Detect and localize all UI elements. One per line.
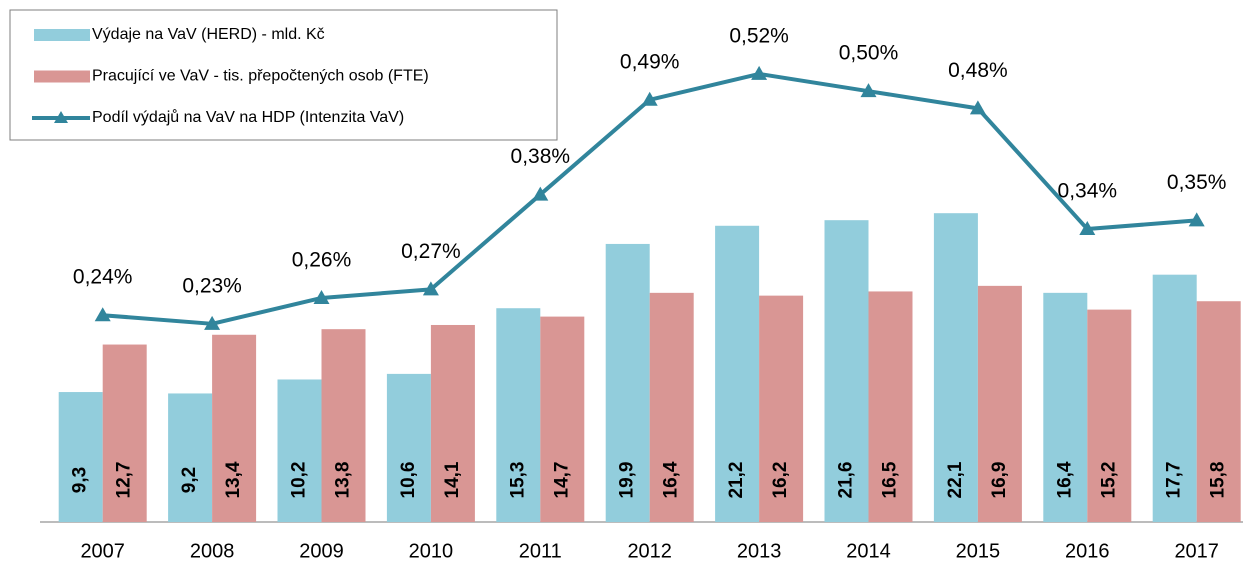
bar-value-label: 21,6 — [836, 462, 857, 499]
bar — [102, 344, 147, 522]
bar-value-label: 9,3 — [70, 467, 91, 493]
bar — [649, 292, 694, 522]
bar — [496, 308, 541, 522]
line-value-label: 0,38% — [511, 145, 571, 168]
line-marker — [969, 100, 986, 115]
x-tick-label: 2017 — [1174, 540, 1219, 562]
bar-value-label: 16,4 — [661, 461, 682, 498]
bar — [715, 225, 760, 522]
x-tick-label: 2016 — [1065, 540, 1110, 562]
bar — [277, 379, 322, 522]
x-tick-label: 2009 — [299, 540, 344, 562]
legend-swatch — [34, 29, 90, 41]
x-tick-label: 2007 — [80, 540, 125, 562]
line-value-label: 0,35% — [1167, 171, 1227, 194]
line-value-label: 0,26% — [292, 249, 352, 272]
bar-value-label: 15,8 — [1208, 462, 1229, 499]
line-value-label: 0,23% — [182, 274, 242, 297]
bar — [1196, 301, 1241, 522]
bar-value-label: 13,4 — [223, 461, 244, 498]
line-value-label: 0,50% — [839, 42, 899, 65]
line-value-label: 0,49% — [620, 50, 680, 73]
bar — [321, 329, 366, 522]
legend-label: Pracující ve VaV - tis. přepočtených oso… — [92, 68, 429, 85]
line-marker — [94, 307, 111, 322]
bar-value-label: 14,7 — [551, 462, 572, 499]
bar-value-label: 10,6 — [398, 462, 419, 499]
line-marker — [1188, 212, 1205, 227]
bar-value-label: 16,4 — [1054, 461, 1075, 498]
line-value-label: 0,24% — [73, 266, 133, 289]
bar-value-label: 9,2 — [179, 467, 200, 493]
bar — [933, 213, 978, 522]
legend-label: Výdaje na VaV (HERD) - mld. Kč — [92, 26, 325, 43]
x-tick-label: 2011 — [519, 540, 562, 562]
line-marker — [422, 281, 439, 296]
bar-value-label: 21,2 — [726, 462, 747, 499]
x-tick-label: 2010 — [409, 540, 454, 562]
bar-value-label: 22,1 — [945, 461, 966, 498]
line-marker — [751, 65, 768, 80]
x-tick-label: 2015 — [956, 540, 1001, 562]
bar — [58, 392, 103, 522]
line-value-label: 0,52% — [729, 24, 789, 47]
bar-value-label: 16,9 — [989, 462, 1010, 499]
bar-value-label: 15,3 — [507, 462, 528, 499]
x-tick-label: 2014 — [846, 540, 891, 562]
plot-area: 9,3 9,2 10,2 10,6 15,3 19,9 21,2 21,6 22,1 16,4 17… — [58, 24, 1241, 522]
bar — [1087, 309, 1132, 522]
line-marker — [313, 289, 330, 304]
bar — [977, 285, 1022, 522]
bar-value-label: 10,2 — [289, 462, 310, 499]
legend-box — [9, 9, 558, 141]
bar-value-label: 16,5 — [880, 461, 901, 498]
line-value-label: 0,27% — [401, 240, 461, 263]
legend-marker — [54, 111, 68, 123]
bar — [1152, 274, 1197, 522]
line-marker — [1079, 221, 1096, 236]
line-marker — [204, 315, 221, 330]
bar-value-label: 19,9 — [617, 462, 638, 499]
bar-value-label: 12,7 — [114, 462, 135, 499]
bar-value-label: 15,2 — [1098, 462, 1119, 499]
bar — [540, 316, 585, 522]
line-marker — [641, 91, 658, 106]
x-tick-label: 2012 — [627, 540, 672, 562]
bar — [430, 324, 475, 522]
bar — [868, 291, 913, 522]
bar — [824, 220, 869, 522]
bar-value-label: 17,7 — [1164, 462, 1185, 499]
legend-swatch — [34, 70, 90, 83]
x-tick-label: 2013 — [737, 540, 782, 562]
bar-value-label: 13,8 — [333, 462, 354, 499]
bar — [605, 243, 650, 522]
legend-label: Podíl výdajů na VaV na HDP (Intenzita Va… — [92, 108, 404, 126]
bar — [168, 393, 213, 522]
x-tick-label: 2008 — [190, 540, 235, 562]
line-value-label: 0,48% — [948, 59, 1008, 82]
line-value-label: 0,34% — [1058, 180, 1118, 203]
bar — [212, 334, 257, 522]
bar-value-label: 16,2 — [770, 462, 791, 499]
bar — [1043, 292, 1088, 522]
bar — [386, 373, 431, 522]
bar-value-label: 14,1 — [442, 461, 463, 498]
legend: Výdaje na VaV (HERD) - mld. Kč Pracující … — [9, 9, 558, 141]
line-marker — [532, 186, 549, 201]
line-marker — [860, 83, 877, 98]
bar — [759, 295, 804, 522]
